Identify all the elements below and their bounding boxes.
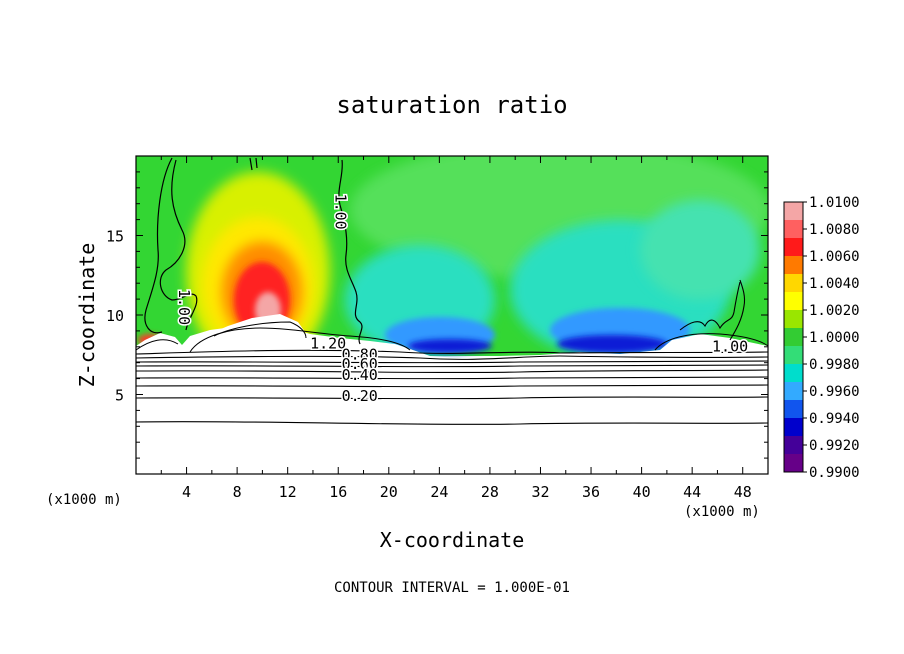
field-cyan-far-east bbox=[640, 200, 760, 300]
y-tick-label: 5 bbox=[115, 387, 124, 405]
colorbar-tick-label: 0.9980 bbox=[809, 357, 860, 373]
colorbar-tick-label: 0.9940 bbox=[809, 411, 860, 427]
colorbar-swatch bbox=[784, 364, 803, 383]
cloud-white-west bbox=[136, 326, 768, 474]
colorbar-tick-label: 0.9920 bbox=[809, 438, 860, 454]
colorbar-swatch bbox=[784, 310, 803, 329]
colorbar-swatch bbox=[784, 220, 803, 239]
contour-lines-lower bbox=[136, 349, 768, 425]
contour-interval-note: CONTOUR INTERVAL = 1.000E-01 bbox=[334, 580, 570, 596]
x-tick-label: 28 bbox=[481, 483, 499, 501]
colorbar-swatch bbox=[784, 454, 803, 473]
colorbar-tick-label: 1.0100 bbox=[809, 195, 860, 211]
colorbar-swatch bbox=[784, 202, 803, 221]
colorbar-swatch bbox=[784, 274, 803, 293]
y-ticks: 5 10 15 bbox=[106, 171, 768, 459]
y-tick-label: 10 bbox=[106, 307, 124, 325]
contour-one-east bbox=[679, 279, 746, 341]
x-tick-label: 20 bbox=[380, 483, 398, 501]
contour-label: 0.80 bbox=[342, 346, 378, 364]
colorbar-swatch bbox=[784, 400, 803, 419]
colorbar-swatch bbox=[784, 436, 803, 455]
contour-labels: 1.00 1.00 1.00 1.200.800.600.40 0.20 bbox=[173, 192, 749, 406]
contour-one-west bbox=[144, 157, 363, 345]
colorbar-tick-label: 1.0040 bbox=[809, 276, 860, 292]
contour-label: 1.20 bbox=[310, 334, 346, 352]
colorbar-tick-label: 1.0020 bbox=[809, 303, 860, 319]
x-tick-label: 24 bbox=[430, 483, 448, 501]
field-darkblue-east bbox=[557, 335, 667, 353]
contour-label: 0.60 bbox=[342, 355, 378, 373]
field-darkblue-west bbox=[408, 339, 492, 353]
colorbar-swatch bbox=[784, 256, 803, 275]
x-tick-label: 4 bbox=[182, 483, 191, 501]
cloud-white-core bbox=[214, 314, 305, 336]
x-tick-label: 40 bbox=[633, 483, 651, 501]
colorbar-swatch bbox=[784, 238, 803, 257]
colorbar-tick-label: 0.9960 bbox=[809, 384, 860, 400]
colorbar-swatch bbox=[784, 382, 803, 401]
x-unit-left: (x1000 m) bbox=[46, 492, 122, 508]
colorbar-swatch bbox=[784, 346, 803, 365]
y-axis-label: Z-coordinate bbox=[75, 243, 99, 388]
x-unit-right: (x1000 m) bbox=[684, 504, 760, 520]
colorbar-swatch bbox=[784, 292, 803, 311]
x-ticks: 4 8 12 16 20 24 28 32 36 40 44 48 bbox=[160, 156, 752, 501]
y-tick-label: 15 bbox=[106, 228, 124, 246]
contour-label: 1.00 bbox=[332, 194, 350, 230]
x-tick-label: 48 bbox=[734, 483, 752, 501]
x-tick-label: 36 bbox=[582, 483, 600, 501]
colorbar-tick-label: 0.9900 bbox=[809, 465, 860, 481]
x-axis-label: X-coordinate bbox=[380, 528, 525, 552]
chart-title: saturation ratio bbox=[336, 91, 567, 119]
contour-label: 1.00 bbox=[175, 289, 193, 325]
colorbar-tick-label: 1.0000 bbox=[809, 330, 860, 346]
x-tick-label: 12 bbox=[279, 483, 297, 501]
colorbar-swatch bbox=[784, 418, 803, 437]
contour-label: 1.00 bbox=[712, 338, 748, 356]
colorbar-tick-label: 1.0060 bbox=[809, 249, 860, 265]
x-tick-label: 8 bbox=[233, 483, 242, 501]
contour-label: 0.20 bbox=[342, 387, 378, 405]
colorbar-swatch bbox=[784, 328, 803, 347]
saturation-field bbox=[136, 156, 768, 474]
colorbar: 1.0100 1.0080 1.0060 1.0040 1.0020 1.0000 0.99… bbox=[783, 195, 860, 481]
x-tick-label: 32 bbox=[531, 483, 549, 501]
x-tick-label: 44 bbox=[683, 483, 701, 501]
colorbar-tick-label: 1.0080 bbox=[809, 222, 860, 238]
contour-lines-cloud bbox=[136, 321, 768, 353]
contour-label: 0.40 bbox=[342, 366, 378, 384]
x-tick-label: 16 bbox=[329, 483, 347, 501]
